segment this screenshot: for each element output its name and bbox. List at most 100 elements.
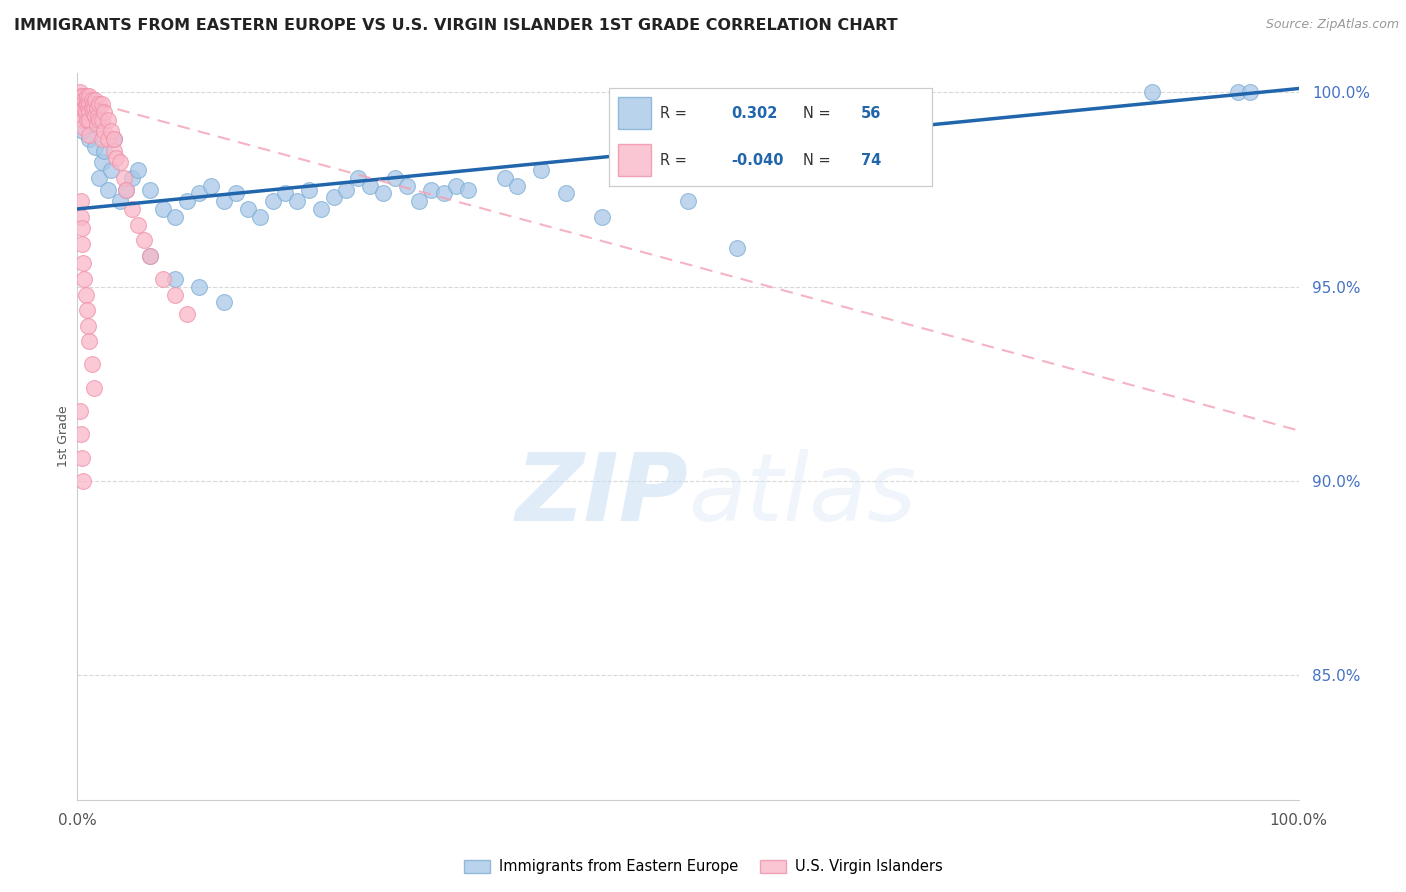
Text: IMMIGRANTS FROM EASTERN EUROPE VS U.S. VIRGIN ISLANDER 1ST GRADE CORRELATION CHA: IMMIGRANTS FROM EASTERN EUROPE VS U.S. V… [14, 18, 897, 33]
Point [82, 104, 104, 119]
Point [105, 152, 128, 166]
Point [72, 256, 94, 270]
Point [103, 144, 125, 158]
Point [72, 120, 94, 135]
Point [127, 163, 149, 178]
Point [121, 170, 143, 185]
Point [322, 190, 344, 204]
Point [225, 186, 247, 201]
Point [212, 295, 235, 310]
Point [121, 202, 143, 216]
Point [494, 170, 516, 185]
Point [139, 249, 162, 263]
Point [384, 170, 406, 185]
Point [72, 89, 94, 103]
Point [80, 101, 103, 115]
Point [100, 124, 122, 138]
Point [79, 128, 101, 143]
Point [1226, 86, 1249, 100]
Point [444, 178, 467, 193]
Point [72, 112, 94, 127]
Point [395, 178, 418, 193]
Point [69, 194, 91, 209]
Point [72, 104, 94, 119]
Point [115, 183, 138, 197]
Point [76, 104, 98, 119]
Point [97, 132, 120, 146]
Point [530, 163, 553, 178]
Point [127, 218, 149, 232]
Point [70, 237, 93, 252]
Point [200, 178, 222, 193]
Point [87, 97, 110, 112]
Point [70, 101, 93, 115]
Point [79, 334, 101, 348]
Point [75, 287, 97, 301]
Point [90, 155, 112, 169]
Point [93, 104, 115, 119]
Point [69, 89, 91, 103]
Point [87, 109, 110, 123]
Point [108, 155, 131, 169]
Point [285, 194, 308, 209]
Point [79, 104, 101, 119]
Text: Source: ZipAtlas.com: Source: ZipAtlas.com [1265, 18, 1399, 31]
Point [163, 272, 186, 286]
Point [274, 186, 297, 201]
Point [83, 381, 105, 395]
Point [359, 178, 381, 193]
Point [371, 186, 394, 201]
Point [433, 186, 456, 201]
Point [108, 194, 131, 209]
Point [100, 163, 122, 178]
Point [69, 210, 91, 224]
Point [93, 144, 115, 158]
Point [69, 427, 91, 442]
Point [457, 183, 479, 197]
Point [84, 93, 107, 107]
Point [86, 101, 108, 115]
Legend: Immigrants from Eastern Europe, U.S. Virgin Islanders: Immigrants from Eastern Europe, U.S. Vir… [458, 854, 948, 880]
Y-axis label: 1st Grade: 1st Grade [58, 406, 70, 467]
Point [80, 93, 103, 107]
Text: ZIP: ZIP [515, 449, 688, 541]
Point [90, 112, 112, 127]
Point [86, 116, 108, 130]
Point [84, 140, 107, 154]
Point [591, 210, 613, 224]
Point [420, 183, 443, 197]
Point [112, 170, 135, 185]
Point [676, 194, 699, 209]
Point [76, 112, 98, 127]
Point [87, 112, 110, 127]
Point [408, 194, 430, 209]
Point [90, 132, 112, 146]
Point [188, 279, 211, 293]
Point [79, 89, 101, 103]
Point [152, 272, 174, 286]
Point [69, 404, 91, 418]
Point [236, 202, 259, 216]
Point [72, 124, 94, 138]
Point [249, 210, 271, 224]
Point [335, 183, 357, 197]
Point [139, 249, 162, 263]
Point [69, 97, 91, 112]
Point [75, 97, 97, 112]
Point [725, 241, 748, 255]
Point [506, 178, 529, 193]
Point [103, 132, 125, 146]
Point [69, 93, 91, 107]
Point [97, 112, 120, 127]
Point [87, 170, 110, 185]
Point [77, 101, 100, 115]
Point [188, 186, 211, 201]
Point [77, 318, 100, 333]
Point [212, 194, 235, 209]
Point [72, 474, 94, 488]
Point [139, 183, 162, 197]
Point [80, 116, 103, 130]
Point [176, 307, 198, 321]
Point [70, 221, 93, 235]
Point [69, 86, 91, 100]
